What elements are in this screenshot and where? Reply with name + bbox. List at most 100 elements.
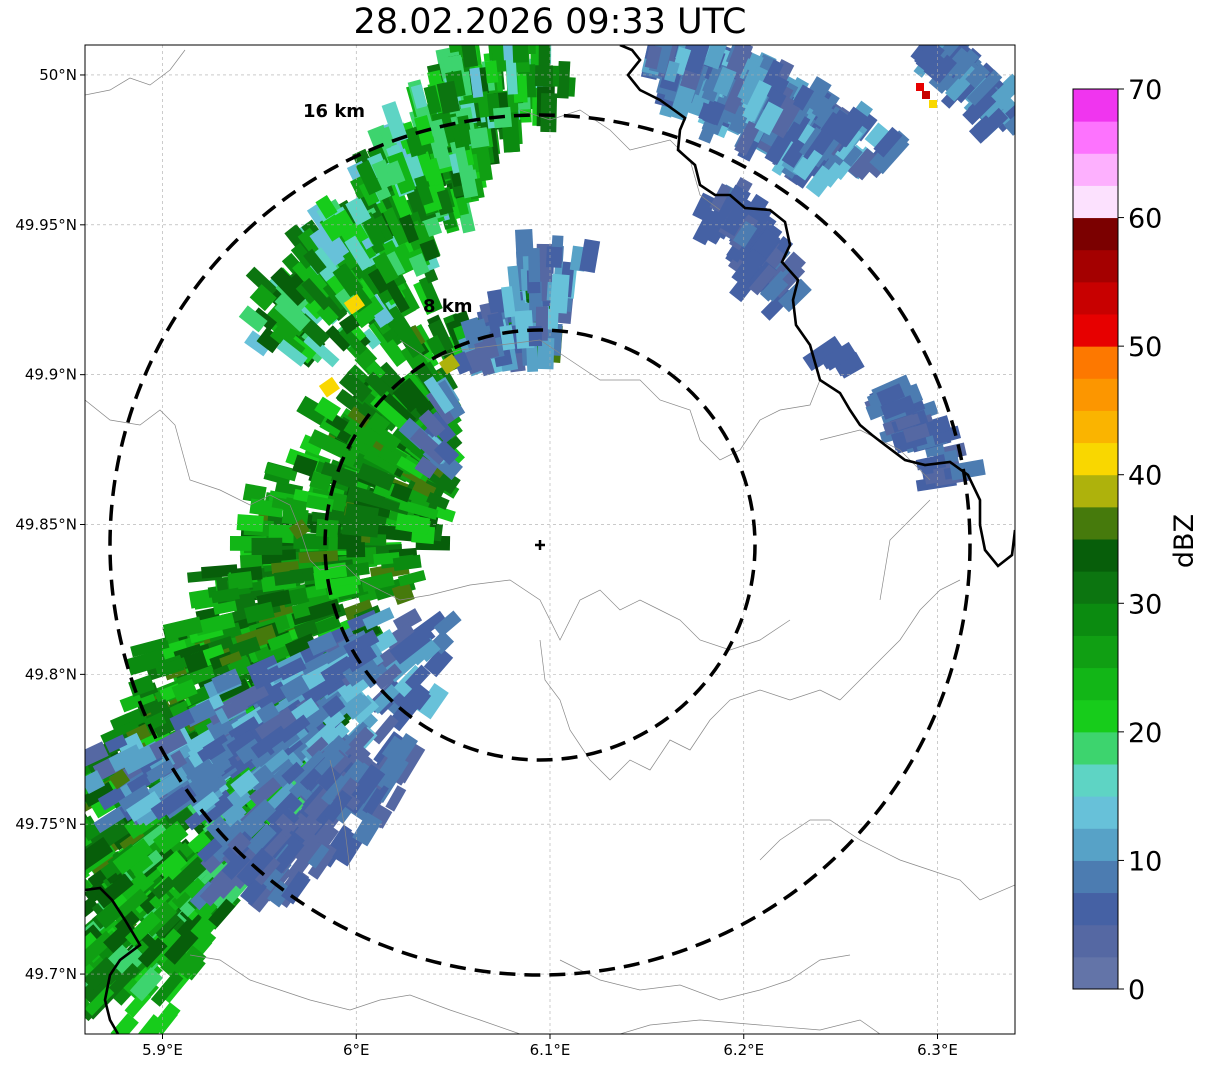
echo-cell (929, 100, 937, 108)
echo-cell (781, 138, 808, 168)
colorbar-band (1073, 89, 1118, 122)
echo-cell (392, 608, 423, 634)
echo-cell (32, 840, 73, 874)
echo-cell (342, 726, 375, 760)
echo-cell (791, 84, 815, 111)
echo-cell (295, 281, 319, 305)
echo-cell (748, 264, 778, 296)
echo-cell (345, 196, 372, 226)
echo-cell (85, 924, 103, 959)
colorbar-tick-label: 50 (1128, 332, 1162, 363)
lon-tick-label: 6.3°E (917, 1041, 958, 1059)
lon-tick-label: 6°E (343, 1041, 370, 1059)
echo-cell (127, 852, 154, 877)
echo-cell (19, 843, 49, 868)
lon-tick-label: 6.2°E (723, 1041, 764, 1059)
echo-cell (338, 313, 360, 335)
echo-cell (152, 820, 189, 855)
echo-cell (85, 963, 97, 992)
echo-cell (273, 569, 305, 586)
echo-cell (97, 786, 126, 811)
echo-cell (85, 1009, 87, 1034)
echo-cell (395, 513, 431, 535)
echo-cell (579, 238, 601, 273)
echo-cell (767, 99, 801, 139)
colorbar-tick-label: 30 (1128, 589, 1162, 620)
echo-cell (253, 681, 290, 712)
echo-cell (833, 352, 860, 377)
map-title: 28.02.2026 09:33 UTC (353, 2, 747, 42)
echo-cell (460, 45, 479, 68)
echo-cell (418, 275, 443, 313)
echo-cell (150, 786, 191, 821)
echo-cell (457, 115, 474, 146)
echo-cell (169, 856, 209, 894)
echo-cell (85, 930, 115, 967)
echo-cell (344, 235, 374, 271)
echo-cell (85, 983, 117, 1016)
echo-cell (343, 599, 375, 623)
echo-cell (199, 876, 229, 907)
colorbar-band (1073, 956, 1118, 990)
echo-cell (318, 376, 340, 398)
echo-cell (454, 146, 470, 174)
echo-cell (85, 932, 100, 969)
echo-cell (155, 655, 191, 677)
echo-cell (374, 663, 403, 690)
map-panel[interactable]: 8 km 16 km (15, 17, 1040, 1047)
echo-cell (528, 248, 541, 283)
echo-cell (251, 537, 283, 556)
echo-cell (843, 145, 863, 167)
echo-cell (171, 679, 198, 702)
echo-cell (231, 685, 269, 713)
echo-cell (409, 643, 432, 666)
echo-cell (391, 582, 415, 605)
admin-boundaries (85, 49, 1015, 1034)
lat-tick-label: 49.75°N (15, 815, 77, 833)
echo-cell (409, 427, 449, 465)
echo-cell (61, 838, 85, 861)
colorbar-band (1073, 731, 1118, 765)
echo-cell (43, 926, 79, 959)
echo-cell (118, 784, 153, 813)
echo-cell (207, 622, 242, 644)
echo-cell (762, 275, 789, 302)
echo-cell (486, 288, 507, 314)
echo-cell (307, 843, 338, 880)
echo-cell (968, 105, 1009, 144)
echo-cell (438, 353, 460, 375)
colorbar-band (1073, 699, 1118, 733)
echo-cell (33, 891, 62, 918)
echo-cell (796, 149, 823, 181)
echo-cell (208, 898, 236, 928)
colorbar-band (1073, 539, 1118, 572)
echo-cell (434, 379, 466, 420)
echo-cell (197, 739, 226, 765)
range-ring-16km (108, 113, 972, 977)
echo-cell (732, 220, 758, 248)
echo-cell (210, 587, 240, 604)
echo-cell (33, 871, 65, 898)
echo-cell (915, 45, 941, 72)
echo-cell (325, 325, 352, 352)
echo-cell (403, 126, 427, 158)
echo-cell (309, 229, 336, 259)
echo-cell (416, 682, 449, 720)
echo-cell (398, 499, 439, 520)
echo-cell (644, 45, 662, 70)
echo-cell (256, 701, 280, 724)
echo-cell (762, 59, 784, 87)
colorbar-band (1073, 121, 1118, 154)
range-ring-8km-label: 8 km (423, 296, 473, 317)
colorbar-tick-label: 40 (1128, 461, 1162, 492)
colorbar-frame (1072, 88, 1119, 990)
echo-cell (163, 928, 199, 965)
echo-cell (281, 871, 311, 905)
echo-cell (256, 601, 296, 627)
echo-cell (850, 154, 877, 181)
echo-cell (211, 668, 242, 694)
echo-cell (126, 648, 167, 676)
colorbar-band (1073, 635, 1118, 669)
echo-cell (731, 248, 767, 288)
colorbar-band (1073, 924, 1118, 958)
